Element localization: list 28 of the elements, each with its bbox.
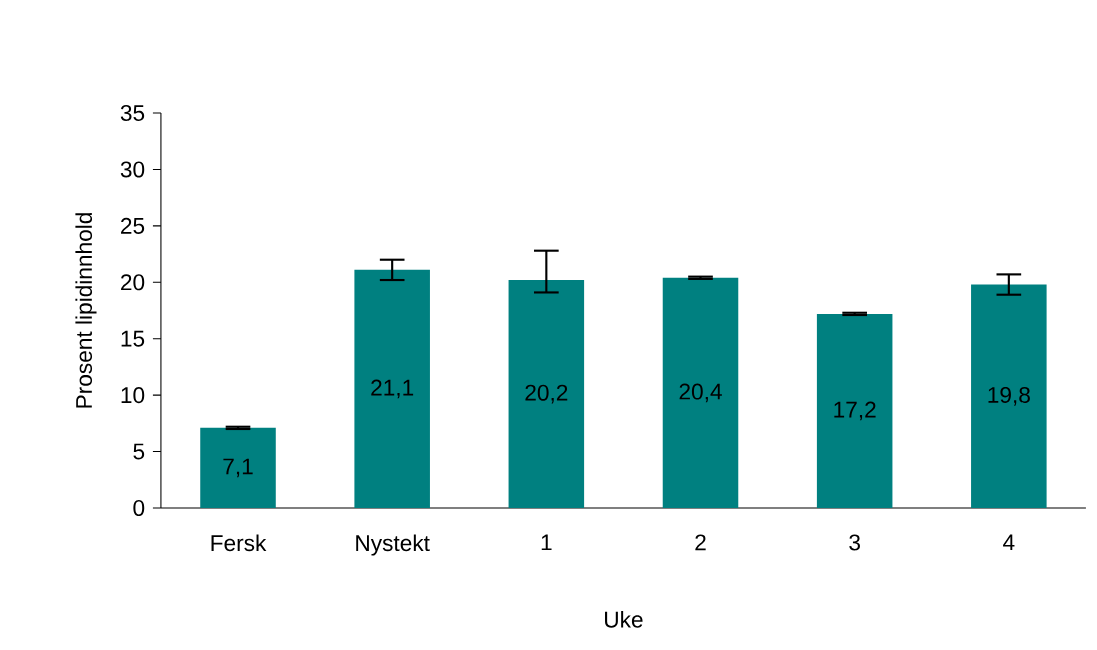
bar: [354, 269, 430, 508]
x-tick-label: 4: [1003, 534, 1015, 551]
bar: [508, 280, 585, 508]
data-label: 20,4: [679, 383, 722, 403]
data-label: 19,8: [988, 386, 1030, 406]
y-tick-label: 10: [121, 387, 145, 404]
x-tick-label: 1: [541, 534, 552, 551]
y-tick-label: 0: [133, 499, 145, 517]
x-tick-label: Fersk: [211, 534, 267, 552]
x-tick-label: Nystekt: [356, 534, 430, 556]
y-tick-label: 35: [120, 104, 145, 122]
data-label: 17,2: [834, 401, 876, 421]
y-tick-label: 30: [120, 161, 145, 178]
x-tick-label: 2: [695, 534, 706, 551]
data-label: 20,2: [525, 384, 568, 404]
y-axis-title: Prosent lipidinnhold: [75, 213, 97, 408]
y-tick-label: 5: [133, 443, 145, 460]
bar: [200, 427, 276, 508]
y-tick-label: 15: [121, 330, 145, 347]
x-tick-label: 3: [849, 534, 860, 551]
y-tick-label: 25: [121, 217, 145, 234]
x-axis-title: Uke: [605, 611, 643, 628]
data-label: 7,1: [223, 458, 253, 478]
bar: [971, 284, 1047, 508]
data-label: 21,1: [371, 379, 414, 399]
bar: [816, 313, 893, 508]
bar: [662, 277, 739, 508]
y-tick-label: 20: [121, 274, 145, 291]
